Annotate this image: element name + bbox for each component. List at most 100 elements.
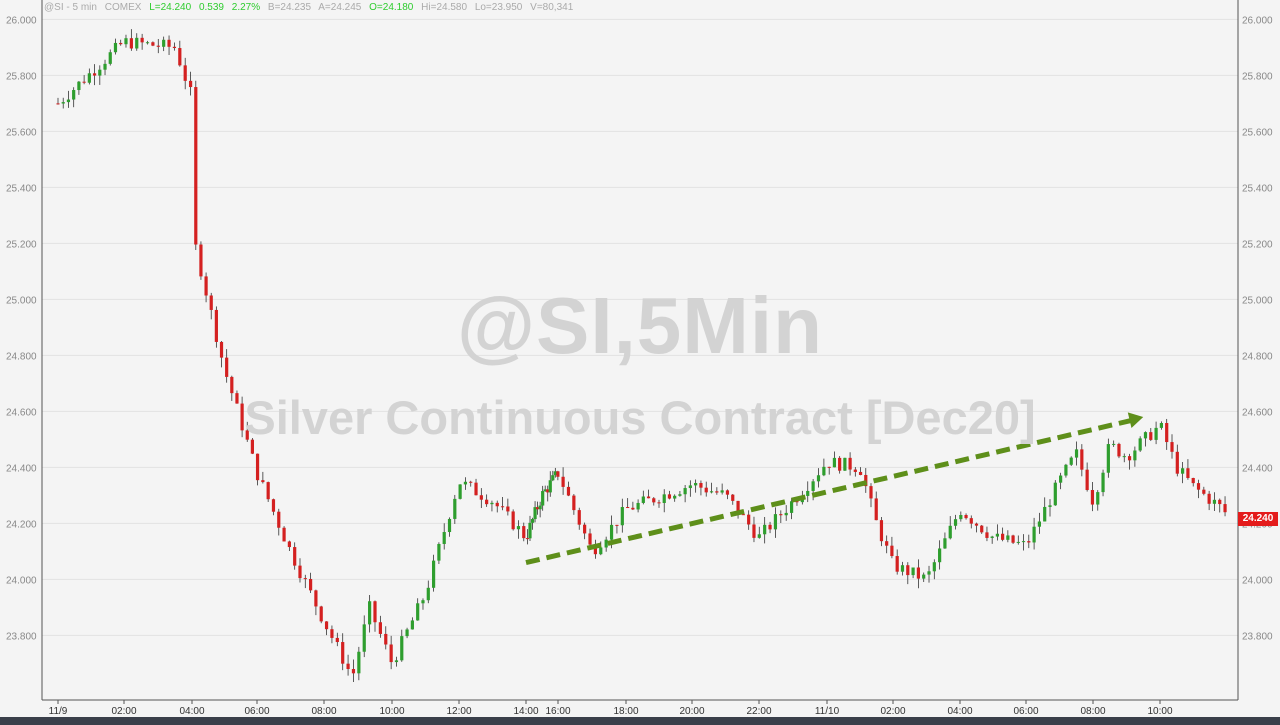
candle-up [113, 42, 118, 53]
candle-down [324, 621, 329, 630]
candle-down [885, 541, 889, 546]
y-tick-label: 24.800 [1242, 351, 1273, 362]
high-price: Hi=24.580 [421, 2, 468, 13]
x-tick-label: 14:00 [513, 706, 538, 717]
candle-up [1069, 457, 1073, 465]
candle-down [731, 494, 735, 501]
x-tick-label: 11/10 [815, 706, 840, 717]
candles [56, 29, 1227, 682]
candle-down [752, 524, 756, 538]
candle-up [694, 483, 698, 486]
candle-down [214, 309, 218, 342]
candle-down [572, 495, 576, 511]
candle-down [469, 481, 473, 483]
candle-down [511, 511, 515, 530]
candle-down [869, 486, 873, 499]
candle-down [657, 502, 661, 504]
candle-down [255, 453, 260, 481]
candle-down [593, 544, 597, 555]
change-percent: 2.27% [231, 2, 261, 13]
candle-down [219, 341, 224, 358]
candle-down [1186, 468, 1190, 478]
candle-down [1170, 442, 1174, 452]
candle-down [378, 622, 382, 634]
candle-down [985, 532, 989, 538]
candle-up [757, 534, 761, 538]
candle-down [895, 556, 899, 572]
y-tick-label: 25.400 [6, 183, 37, 194]
candle-down [652, 498, 656, 503]
candle-up [442, 532, 446, 544]
candle-down [615, 524, 619, 526]
candle-up [458, 484, 462, 499]
x-tick-label: 08:00 [311, 706, 336, 717]
candle-up [453, 498, 457, 519]
candle-up [763, 524, 767, 535]
candle-up [938, 548, 942, 563]
candle-up [1037, 521, 1041, 527]
candle-up [1101, 472, 1105, 493]
candle-up [683, 488, 687, 495]
candle-down [495, 502, 499, 507]
candle-down [82, 81, 86, 83]
candle-down [250, 439, 254, 454]
candle-down [225, 357, 229, 377]
candle-down [583, 524, 587, 534]
candle-down [56, 103, 60, 105]
candle-up [1143, 432, 1148, 439]
x-tick-label: 12:00 [446, 706, 471, 717]
low-price: Lo=23.950 [474, 2, 523, 13]
y-tick-label: 24.200 [6, 519, 37, 530]
candle-down [485, 499, 489, 505]
candle-up [135, 37, 139, 49]
y-tick-label: 24.000 [6, 575, 37, 586]
candle-down [199, 244, 203, 277]
candle-up [405, 629, 409, 637]
candle-down [178, 48, 182, 66]
candle-down [1196, 483, 1201, 490]
candle-down [167, 39, 171, 47]
candle-up [1138, 438, 1142, 451]
candle-down [779, 514, 783, 516]
candle-up [1064, 464, 1068, 476]
candle-down [1085, 469, 1089, 491]
candle-down [588, 533, 592, 545]
candle-down [303, 578, 307, 580]
watermark-symbol: @SI,5Min [456, 281, 824, 370]
candle-up [773, 514, 778, 530]
candle-up [530, 519, 535, 523]
candle-down [1001, 533, 1005, 540]
candle-up [1133, 450, 1137, 461]
candle-up [490, 502, 494, 505]
candle-down [346, 663, 350, 670]
candle-up [447, 518, 452, 533]
x-tick-label: 16:00 [545, 706, 570, 717]
candle-up [911, 567, 915, 576]
candle-down [741, 514, 745, 516]
y-tick-label: 25.800 [1242, 71, 1273, 82]
candle-up [832, 457, 837, 468]
candle-up [1181, 468, 1185, 474]
candle-down [536, 507, 540, 510]
open-price: O=24.180 [369, 2, 414, 13]
candle-up [426, 587, 430, 601]
candle-down [298, 565, 302, 579]
candle-down [1090, 490, 1095, 505]
quote-header: @SI - 5 min COMEX L=24.240 0.539 2.27% B… [44, 2, 578, 13]
candle-up [533, 507, 537, 520]
candle-down [204, 276, 208, 296]
candle-down [1127, 456, 1132, 461]
symbol-label: @SI - 5 min [44, 2, 97, 13]
candle-up [1212, 499, 1217, 504]
x-tick-label: 11/9 [49, 706, 68, 717]
bottom-bar [0, 717, 1280, 725]
candle-down [1117, 443, 1121, 457]
candle-down [626, 507, 630, 509]
candle-down [1223, 504, 1227, 513]
candle-up [641, 496, 645, 503]
candle-up [959, 515, 963, 520]
candle-down [474, 482, 478, 496]
candle-up [811, 481, 815, 491]
candle-down [1080, 449, 1084, 470]
